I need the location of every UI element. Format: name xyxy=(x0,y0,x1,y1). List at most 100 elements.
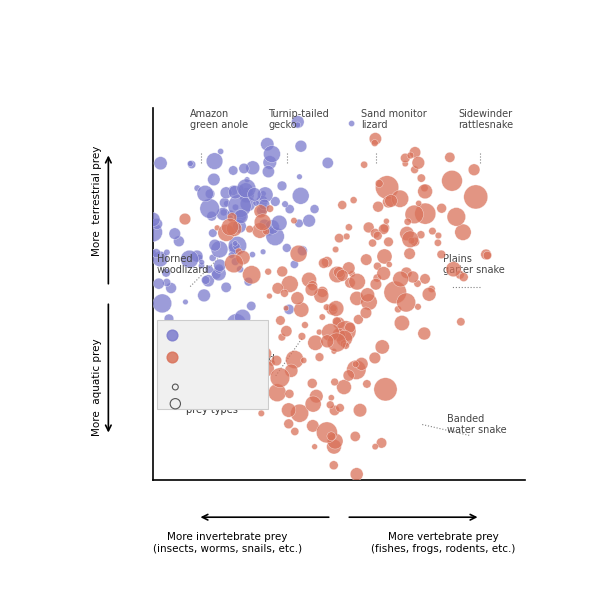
Point xyxy=(197,261,206,271)
Point xyxy=(230,187,240,197)
Point xyxy=(229,166,238,175)
Point xyxy=(230,239,240,248)
Point xyxy=(170,399,180,409)
Point xyxy=(263,267,273,277)
Point xyxy=(421,209,430,218)
Point xyxy=(162,278,172,287)
Point xyxy=(236,212,246,221)
Text: Many
prey types: Many prey types xyxy=(187,393,238,415)
Point xyxy=(456,317,466,326)
Point xyxy=(347,119,356,128)
Point xyxy=(322,337,332,346)
Point xyxy=(235,265,245,274)
Point xyxy=(219,208,229,217)
Point xyxy=(258,247,268,257)
Point xyxy=(229,259,239,268)
Point xyxy=(245,346,254,355)
Point xyxy=(482,251,492,260)
Point xyxy=(151,248,161,258)
Text: More  aquatic prey: More aquatic prey xyxy=(92,338,102,436)
Point xyxy=(317,312,327,322)
Point xyxy=(232,241,241,251)
Point xyxy=(226,214,235,223)
Point xyxy=(334,233,344,243)
Point xyxy=(410,237,420,247)
Point xyxy=(311,338,320,347)
Point xyxy=(214,264,224,274)
Point xyxy=(233,241,242,250)
Point xyxy=(148,227,158,237)
Point xyxy=(294,218,304,228)
Point xyxy=(208,253,217,263)
Point xyxy=(400,153,410,163)
Point xyxy=(393,304,403,314)
Point xyxy=(327,304,337,314)
Point xyxy=(391,287,400,297)
Point xyxy=(416,173,426,183)
Point xyxy=(286,366,296,376)
Point xyxy=(402,229,412,238)
Point xyxy=(262,227,271,236)
Point xyxy=(373,202,383,212)
Point xyxy=(380,251,389,261)
Point xyxy=(290,427,299,436)
Point xyxy=(265,291,274,301)
Point xyxy=(329,460,338,470)
Point xyxy=(364,297,374,307)
Point xyxy=(349,196,358,205)
Point xyxy=(471,192,481,202)
Point xyxy=(342,232,352,241)
Point xyxy=(225,222,235,232)
Point xyxy=(174,236,184,246)
Point xyxy=(379,224,388,234)
Point xyxy=(289,216,299,226)
Point xyxy=(364,223,373,232)
Point xyxy=(170,229,179,238)
Point xyxy=(284,405,293,415)
Point xyxy=(379,269,388,278)
Point xyxy=(273,284,283,293)
Point xyxy=(238,253,248,262)
Point xyxy=(222,199,232,208)
Point xyxy=(261,86,271,96)
Point xyxy=(201,275,211,285)
Point xyxy=(229,244,239,253)
Point xyxy=(314,327,324,337)
Point xyxy=(363,290,373,300)
Point xyxy=(207,211,217,221)
Point xyxy=(409,209,419,219)
Point xyxy=(300,320,310,330)
Point xyxy=(250,190,259,199)
Point xyxy=(267,149,277,159)
Point xyxy=(384,237,394,247)
Point xyxy=(295,409,304,418)
Point xyxy=(170,382,180,392)
Point xyxy=(413,302,423,311)
Point xyxy=(293,120,302,130)
Point xyxy=(187,160,196,169)
Point xyxy=(317,291,326,301)
Text: Amazon
green anole: Amazon green anole xyxy=(190,109,248,130)
Point xyxy=(210,157,220,166)
Point xyxy=(437,250,446,259)
Point xyxy=(229,224,239,233)
Point xyxy=(434,231,443,241)
Point xyxy=(373,231,383,241)
Point xyxy=(271,197,280,206)
Point xyxy=(332,317,341,326)
Point xyxy=(340,339,349,349)
Text: Banded
water snake: Banded water snake xyxy=(447,414,506,436)
Point xyxy=(220,198,229,208)
Point xyxy=(281,304,291,313)
Point xyxy=(154,279,164,289)
Point xyxy=(326,393,336,403)
Text: Red-bellied
snake: Red-bellied snake xyxy=(220,354,275,376)
Point xyxy=(164,314,174,323)
Point xyxy=(410,165,419,175)
Point xyxy=(455,270,465,280)
Point xyxy=(337,200,347,210)
Point xyxy=(221,188,231,197)
Point xyxy=(257,206,266,215)
Point xyxy=(275,373,285,382)
Point xyxy=(344,263,353,273)
